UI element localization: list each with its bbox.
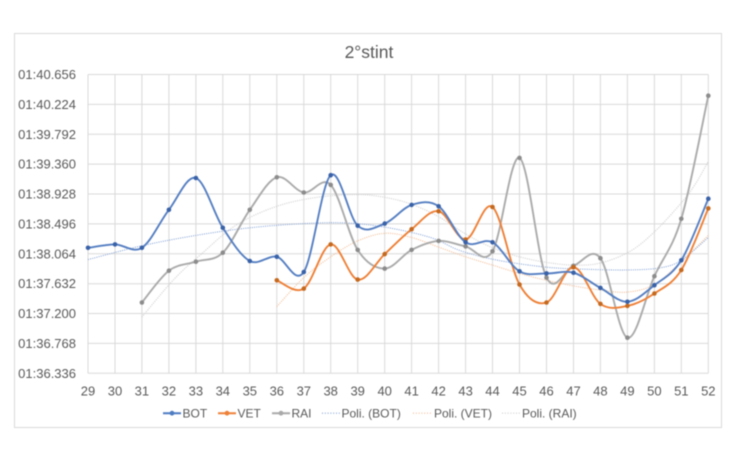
svg-text:33: 33 xyxy=(189,384,203,399)
svg-text:BOT: BOT xyxy=(183,406,208,420)
svg-text:01:38.928: 01:38.928 xyxy=(18,187,76,202)
svg-text:31: 31 xyxy=(135,384,149,399)
svg-text:47: 47 xyxy=(566,384,580,399)
svg-text:43: 43 xyxy=(458,384,472,399)
svg-text:01:40.224: 01:40.224 xyxy=(18,97,76,112)
svg-text:52: 52 xyxy=(701,384,715,399)
svg-text:Poli. (VET): Poli. (VET) xyxy=(434,406,492,420)
svg-text:01:36.768: 01:36.768 xyxy=(18,336,76,351)
svg-text:36: 36 xyxy=(270,384,284,399)
svg-text:RAI: RAI xyxy=(292,406,312,420)
svg-text:46: 46 xyxy=(539,384,553,399)
svg-text:VET: VET xyxy=(238,406,262,420)
svg-text:50: 50 xyxy=(647,384,661,399)
svg-text:01:40.656: 01:40.656 xyxy=(18,67,76,82)
svg-text:38: 38 xyxy=(323,384,337,399)
svg-text:39: 39 xyxy=(350,384,364,399)
svg-text:01:37.200: 01:37.200 xyxy=(18,306,76,321)
svg-text:51: 51 xyxy=(674,384,688,399)
svg-text:40: 40 xyxy=(377,384,391,399)
svg-text:32: 32 xyxy=(162,384,176,399)
svg-text:Poli. (BOT): Poli. (BOT) xyxy=(342,406,401,420)
svg-text:01:39.360: 01:39.360 xyxy=(18,157,76,172)
svg-text:01:37.632: 01:37.632 xyxy=(18,276,76,291)
svg-text:35: 35 xyxy=(243,384,257,399)
svg-text:2°stint: 2°stint xyxy=(345,42,394,62)
svg-text:45: 45 xyxy=(512,384,526,399)
svg-text:01:39.792: 01:39.792 xyxy=(18,127,76,142)
svg-text:29: 29 xyxy=(81,384,95,399)
svg-text:49: 49 xyxy=(620,384,634,399)
svg-text:48: 48 xyxy=(593,384,607,399)
svg-text:42: 42 xyxy=(431,384,445,399)
svg-text:30: 30 xyxy=(108,384,122,399)
svg-text:01:38.496: 01:38.496 xyxy=(18,216,76,231)
svg-text:Poli. (RAI): Poli. (RAI) xyxy=(522,406,577,420)
svg-text:44: 44 xyxy=(485,384,499,399)
svg-text:01:38.064: 01:38.064 xyxy=(18,246,76,261)
svg-text:34: 34 xyxy=(216,384,230,399)
svg-text:01:36.336: 01:36.336 xyxy=(18,366,76,381)
svg-text:41: 41 xyxy=(404,384,418,399)
svg-text:37: 37 xyxy=(297,384,311,399)
